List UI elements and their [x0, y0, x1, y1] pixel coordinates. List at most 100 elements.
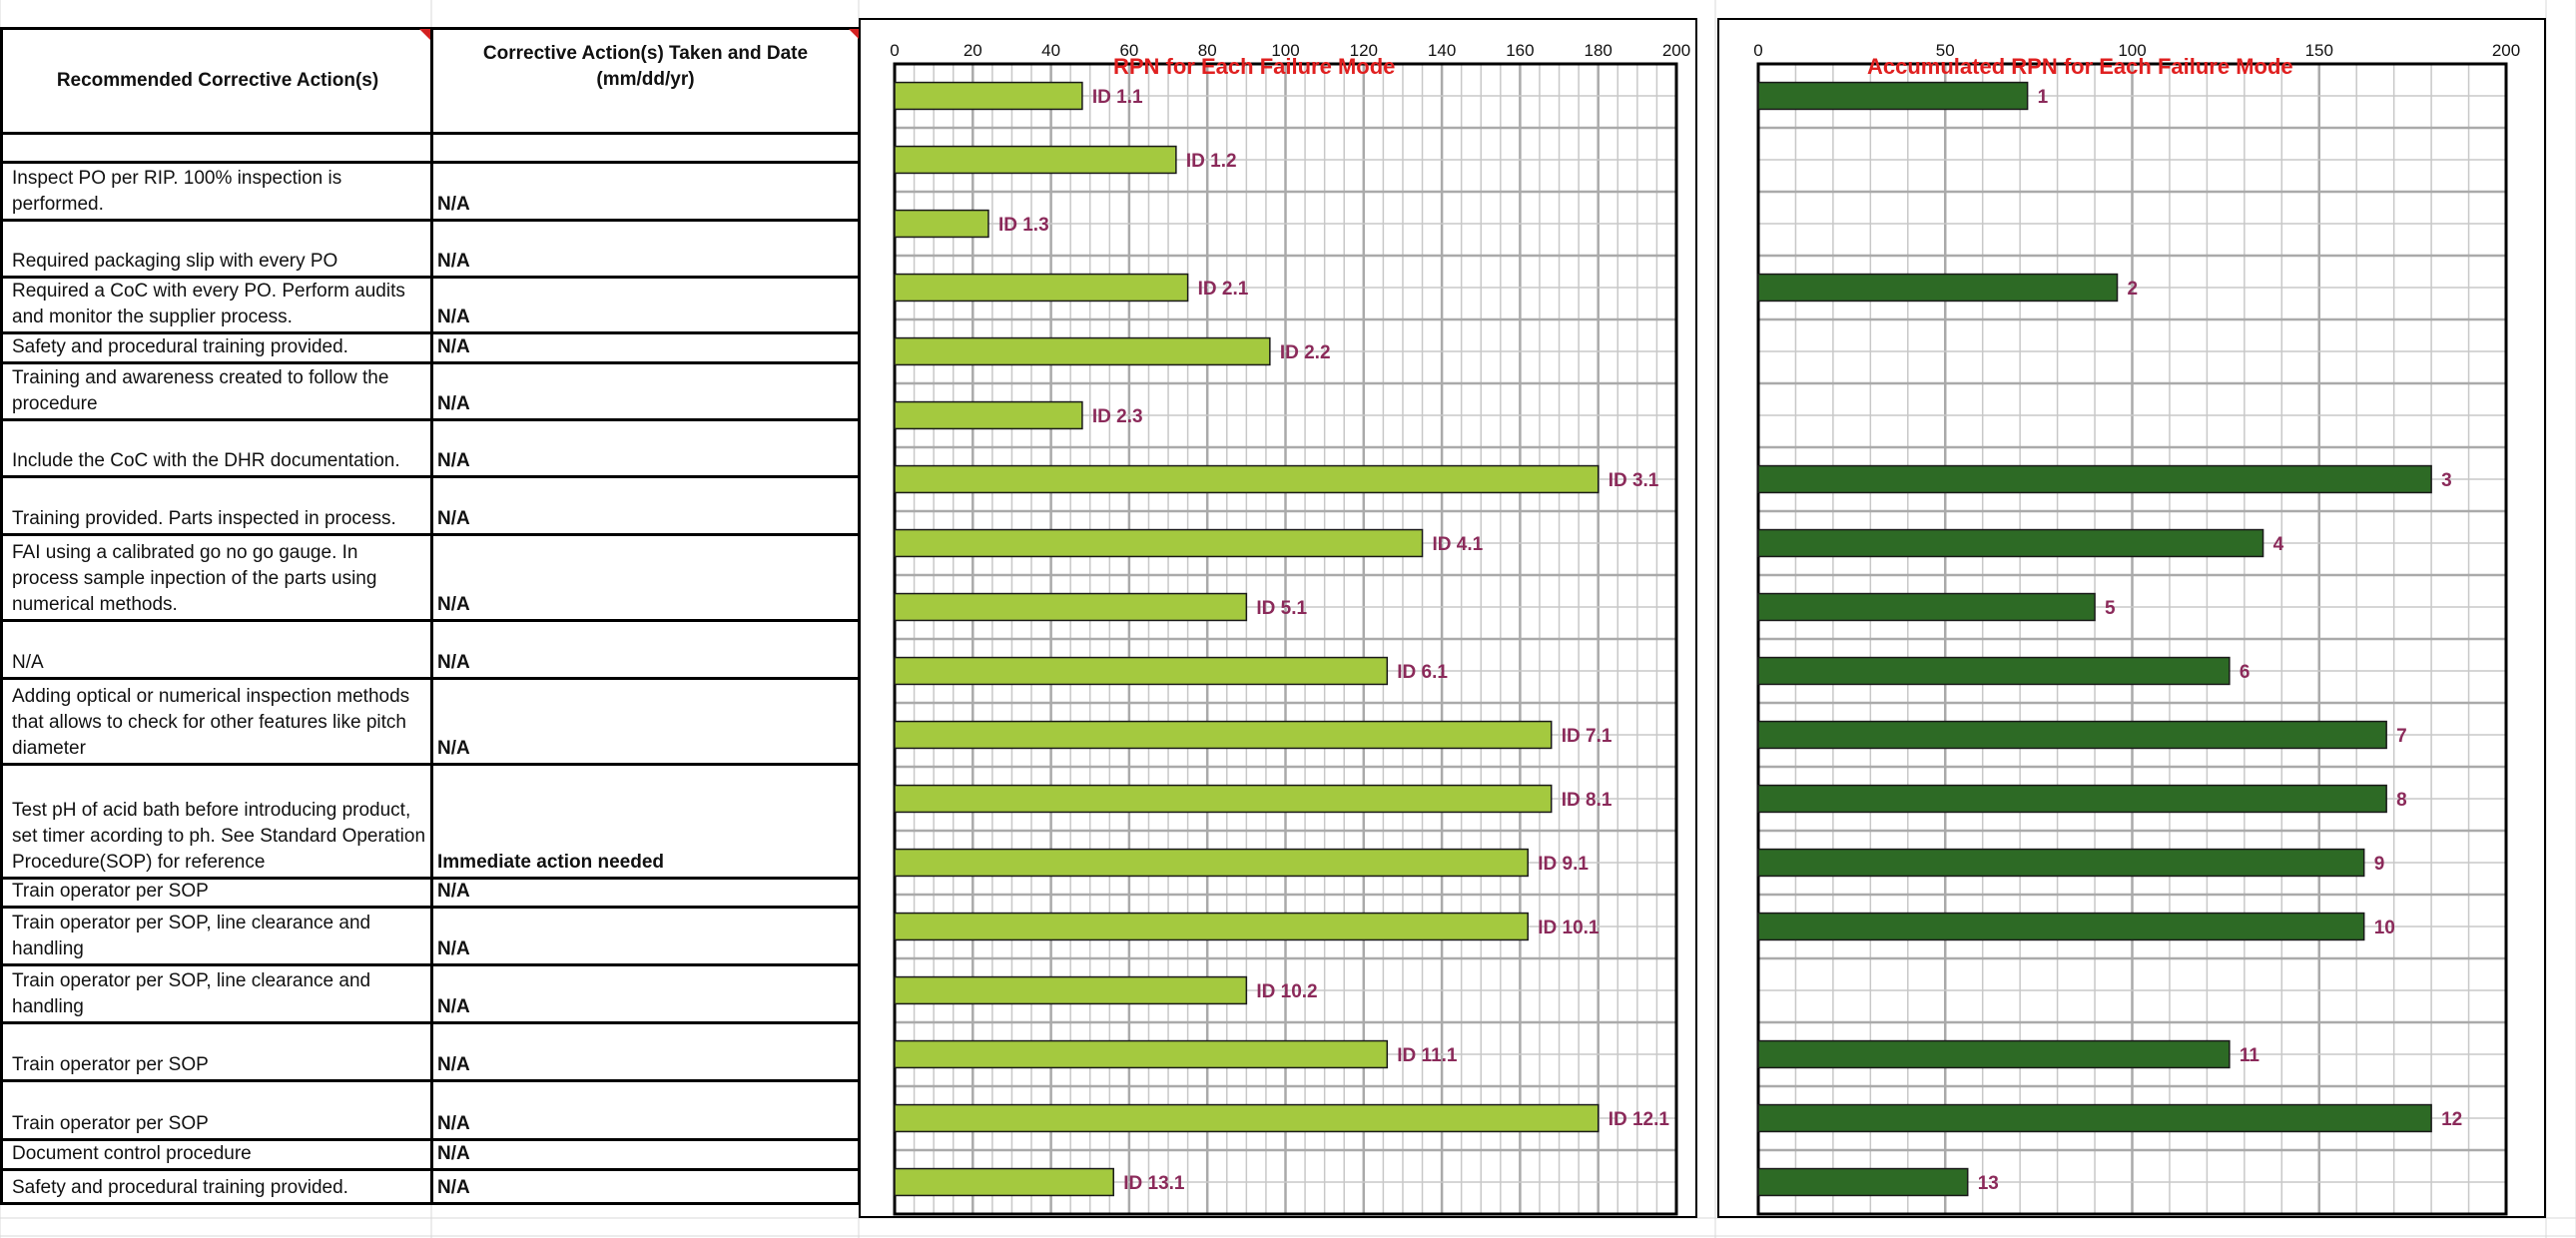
- bar: [1757, 273, 2119, 303]
- x-tick-label: 50: [1936, 41, 1955, 60]
- accumulated-rpn-chart-panel: 0 50 100 150 200 1 2 3 4 5 6 7 8 9 10 11 12 13 Accumulate…: [1717, 18, 2546, 1218]
- x-tick-label: 160: [1506, 41, 1534, 60]
- bar: [894, 336, 1271, 366]
- bar: [894, 1039, 1389, 1069]
- action-taken-cell: N/A: [437, 508, 470, 529]
- x-tick-label: 0: [1753, 41, 1762, 60]
- action-taken-cell: N/A: [437, 594, 470, 615]
- bar-label: 4: [2273, 534, 2284, 555]
- bar-label: ID 2.3: [1092, 406, 1143, 427]
- recommended-action-cell: Train operator per SOP: [12, 881, 209, 902]
- recommended-action-cell: Training provided. Parts inspected in pr…: [12, 508, 396, 529]
- x-tick-label: 180: [1585, 41, 1612, 60]
- accumulated-rpn-chart-title: Accumulated RPN for Each Failure Mode: [1867, 54, 2293, 79]
- bar: [894, 656, 1389, 686]
- action-taken-cell: N/A: [437, 1177, 470, 1198]
- bar: [894, 975, 1248, 1005]
- bar-label: 10: [2374, 918, 2395, 938]
- x-tick-label: 60: [1119, 41, 1138, 60]
- x-tick-label: 140: [1428, 41, 1456, 60]
- bar-label: ID 4.1: [1433, 534, 1484, 555]
- bar-label: ID 7.1: [1562, 726, 1612, 747]
- bar-label: ID 2.1: [1198, 279, 1249, 300]
- bar: [894, 81, 1083, 111]
- bar: [894, 273, 1189, 303]
- bar: [1757, 1167, 1969, 1197]
- bar-label: 1: [2038, 87, 2049, 108]
- bar-label: 8: [2396, 790, 2407, 811]
- bar-label: 7: [2396, 726, 2407, 747]
- x-tick-label: 20: [964, 41, 982, 60]
- recommended-action-cell: Training and awareness created to follow…: [12, 367, 389, 414]
- x-tick-label: 200: [1662, 41, 1690, 60]
- action-taken-cell: N/A: [437, 1054, 470, 1075]
- corrective-action-table: Recommended Corrective Action(s) Correcti…: [0, 0, 864, 1238]
- bar-label: 13: [1978, 1173, 1999, 1194]
- bar: [894, 145, 1177, 175]
- recommended-action-cell: Adding optical or numerical inspection m…: [12, 686, 410, 759]
- table-column-border: [0, 27, 3, 1205]
- bar: [894, 464, 1600, 494]
- bar: [894, 400, 1083, 430]
- x-tick-label: 150: [2305, 41, 2333, 60]
- bar-label: 12: [2441, 1109, 2462, 1130]
- x-tick-label: 0: [890, 41, 899, 60]
- recommended-action-cell: Train operator per SOP: [12, 1054, 209, 1075]
- bar-label: ID 10.2: [1256, 981, 1317, 1002]
- comment-marker-icon[interactable]: [849, 29, 860, 40]
- bar: [1757, 528, 2264, 558]
- header-recommended: Recommended Corrective Action(s): [56, 69, 379, 91]
- bar-label: ID 10.1: [1538, 918, 1600, 938]
- bar: [1757, 81, 2029, 111]
- x-tick-label: 100: [1271, 41, 1299, 60]
- x-tick-label: 80: [1198, 41, 1217, 60]
- action-taken-cell: N/A: [437, 881, 470, 902]
- recommended-action-cell: Required a CoC with every PO. Perform au…: [12, 281, 405, 327]
- action-taken-cell: N/A: [437, 996, 470, 1017]
- bar: [1757, 720, 2387, 750]
- rpn-chart-title: RPN for Each Failure Mode: [1113, 54, 1396, 79]
- bar-label: ID 8.1: [1562, 790, 1612, 811]
- chart-frame: [1717, 18, 2546, 1218]
- bar: [894, 1103, 1600, 1133]
- recommended-action-cell: Train operator per SOP: [12, 1113, 209, 1134]
- bar-label: ID 6.1: [1397, 662, 1448, 683]
- bar-label: ID 3.1: [1609, 470, 1659, 491]
- bar: [1757, 656, 2231, 686]
- action-taken-cell: N/A: [437, 938, 470, 959]
- x-tick-label: 200: [2492, 41, 2520, 60]
- action-taken-cell: N/A: [437, 307, 470, 327]
- rpn-chart-panel: 0 20 40 60 80 100 120 140 160 180 200 ID 1.1 ID 1.2 I…: [859, 18, 1697, 1218]
- table-column-border: [430, 27, 433, 1205]
- action-taken-cell: [432, 135, 859, 162]
- bar: [894, 720, 1553, 750]
- plot-area-border: [893, 62, 1678, 1216]
- bar-label: ID 9.1: [1538, 854, 1589, 875]
- header-taken: Corrective Action(s) Taken and Date (mm/…: [482, 42, 809, 90]
- bar-label: 11: [2240, 1045, 2260, 1066]
- recommended-action-cell: [3, 135, 432, 162]
- action-taken-cell: N/A: [437, 1143, 470, 1164]
- bar: [894, 209, 989, 239]
- plot-area-border: [1756, 62, 2508, 1216]
- recommended-action-cell: Test pH of acid bath before introducing …: [12, 800, 426, 873]
- bar: [1757, 784, 2387, 814]
- action-taken-cell: Immediate action needed: [437, 852, 665, 873]
- bar-label: 5: [2105, 598, 2116, 619]
- bar: [894, 592, 1248, 622]
- comment-marker-icon[interactable]: [419, 29, 430, 40]
- bar: [1757, 848, 2365, 878]
- action-taken-cell: N/A: [437, 194, 470, 215]
- recommended-action-cell: Safety and procedural training provided.: [12, 336, 348, 357]
- recommended-action-cell: Document control procedure: [12, 1143, 252, 1164]
- action-taken-cell: N/A: [437, 652, 470, 673]
- x-tick-label: 100: [2118, 41, 2146, 60]
- rpn-chart: 0 20 40 60 80 100 120 140 160 180 200 ID 1.1 ID 1.2 I…: [859, 18, 1697, 1218]
- bar: [1757, 1103, 2432, 1133]
- chart-frame: [859, 18, 1697, 1218]
- action-taken-cell: N/A: [437, 1113, 470, 1134]
- bar: [894, 912, 1529, 941]
- bar: [894, 784, 1553, 814]
- bar-label: ID 1.3: [998, 215, 1049, 236]
